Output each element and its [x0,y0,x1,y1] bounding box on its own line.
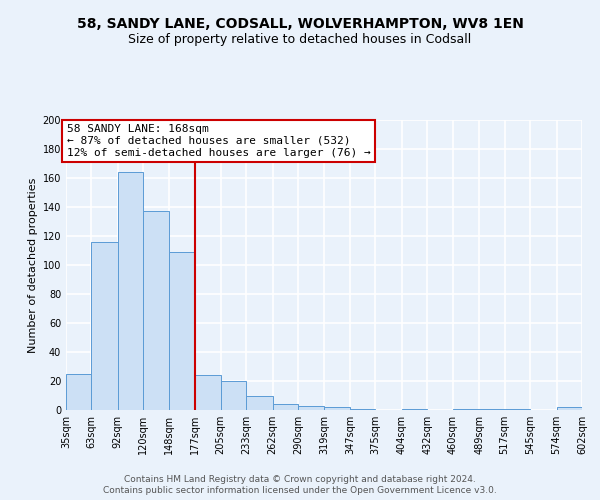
Bar [325,407,350,410]
Text: Size of property relative to detached houses in Codsall: Size of property relative to detached ho… [128,32,472,46]
Bar [272,404,298,410]
Bar [557,407,582,410]
Bar [143,212,169,410]
Text: Contains public sector information licensed under the Open Government Licence v3: Contains public sector information licen… [103,486,497,495]
Bar [169,252,195,410]
Bar [298,406,325,410]
Bar [246,396,272,410]
Bar [221,381,246,410]
Bar [479,408,505,410]
Y-axis label: Number of detached properties: Number of detached properties [28,178,38,352]
Text: 58 SANDY LANE: 168sqm
← 87% of detached houses are smaller (532)
12% of semi-det: 58 SANDY LANE: 168sqm ← 87% of detached … [67,124,371,158]
Bar [195,375,221,410]
Bar [453,408,479,410]
Text: 58, SANDY LANE, CODSALL, WOLVERHAMPTON, WV8 1EN: 58, SANDY LANE, CODSALL, WOLVERHAMPTON, … [77,18,523,32]
Bar [91,242,118,410]
Bar [66,374,91,410]
Bar [402,408,427,410]
Bar [350,408,376,410]
Bar [505,408,530,410]
Bar [118,172,143,410]
Text: Contains HM Land Registry data © Crown copyright and database right 2024.: Contains HM Land Registry data © Crown c… [124,475,476,484]
